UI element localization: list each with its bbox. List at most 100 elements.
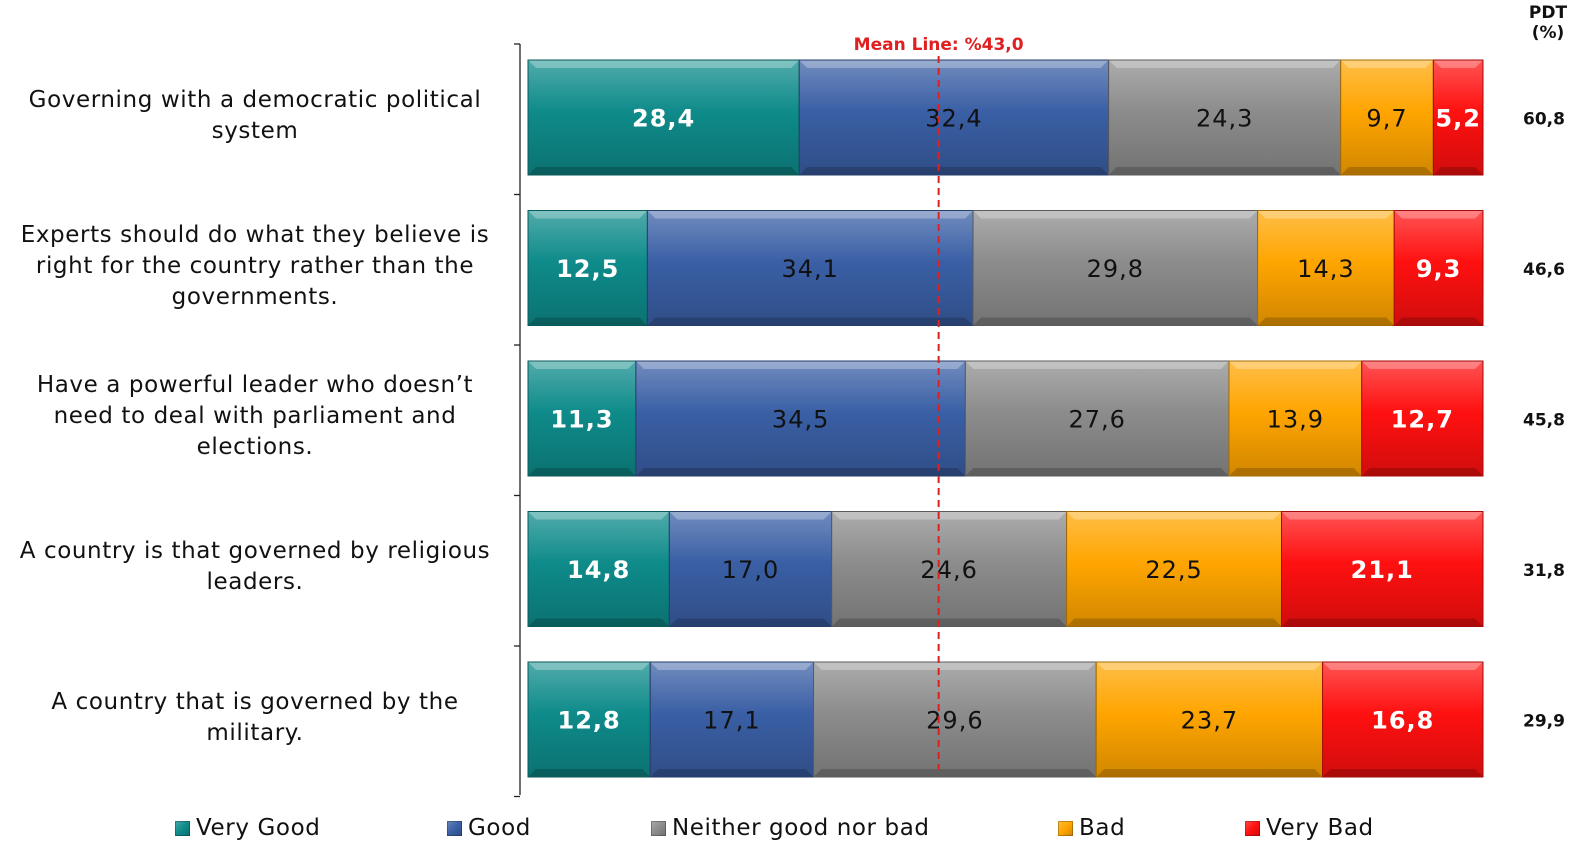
category-label-line: military. (206, 719, 304, 746)
data-label-very-bad: 16,8 (1371, 707, 1434, 735)
category-label-line: need to deal with parliament and (53, 403, 457, 429)
bar-bevel-bottom (1066, 618, 1282, 627)
bar-bevel-top (973, 210, 1258, 219)
bar-outline (1393, 210, 1484, 326)
pdt-value: 29,9 (1523, 712, 1565, 732)
bar-bevel-bottom (669, 618, 832, 627)
bar-very-bad (1361, 361, 1483, 476)
bar-outline (1432, 59, 1484, 176)
category-label-line: system (211, 117, 299, 144)
category-label-line: Have a powerful leader who doesn’t (36, 372, 474, 398)
bar-bevel-top (799, 60, 1109, 68)
category-label-line: A country that is governed by the (51, 688, 459, 715)
bar-bevel-top (965, 361, 1229, 369)
data-label-very-bad: 12,7 (1391, 406, 1454, 434)
legend-swatch (175, 820, 190, 836)
data-label-bad: 13,9 (1267, 406, 1324, 434)
bar-bevel-bottom (647, 317, 974, 326)
data-label-good: 32,4 (925, 105, 982, 133)
legend-item: Good (447, 815, 531, 841)
bar-bevel-bottom (965, 468, 1229, 476)
bar-bevel-top (528, 662, 651, 670)
bar-bevel-top (831, 511, 1067, 520)
bar-bevel-top (1433, 60, 1483, 68)
legend-item: Bad (1058, 815, 1125, 841)
bar-good (647, 210, 974, 326)
bar-neither-good-nor-bad (965, 361, 1229, 476)
bar-outline (1280, 511, 1484, 627)
bar-bevel-top (1228, 361, 1362, 369)
bar-neither-good-nor-bad (1108, 60, 1341, 175)
bar-bevel-bottom (831, 618, 1067, 627)
legend-swatch (1058, 820, 1073, 836)
pdt-value: 45,8 (1523, 411, 1565, 431)
legend: Very Good Good Neither good nor bad Bad Very… (0, 815, 1582, 845)
bar-neither-good-nor-bad (831, 511, 1067, 627)
bar-very-good (528, 361, 636, 476)
data-label-good: 17,0 (722, 556, 779, 584)
category-label-line: governments. (171, 283, 339, 310)
bar-bevel-bottom (528, 468, 636, 476)
bar-bevel-top (1281, 511, 1483, 520)
bar-bevel-top (635, 361, 966, 369)
data-label-neither-good-nor-bad: 29,6 (926, 707, 983, 735)
bar-bad (1340, 60, 1434, 175)
bar-bevel-bottom (1228, 468, 1362, 476)
bar-very-good (528, 60, 800, 175)
bar-bevel-bottom (1322, 769, 1483, 777)
data-label-very-good: 12,8 (558, 707, 621, 735)
bar-bevel-bottom (1096, 769, 1323, 777)
data-label-bad: 9,7 (1366, 105, 1407, 133)
bar-bevel-top (1108, 60, 1341, 68)
pdt-value: 31,8 (1523, 561, 1565, 581)
bar-neither-good-nor-bad (973, 210, 1258, 326)
data-label-very-good: 12,5 (556, 255, 619, 283)
bar-bevel-bottom (528, 317, 648, 326)
bar-bevel-bottom (1361, 468, 1483, 476)
bar-bevel-top (528, 511, 670, 520)
category-label: A country that is governed by the militar… (0, 687, 510, 749)
mean-line-label: Mean Line: %43,0 (854, 35, 1024, 55)
bar-bevel-bottom (1108, 167, 1341, 175)
bar-bevel-top (528, 60, 800, 68)
data-label-neither-good-nor-bad: 24,3 (1196, 105, 1253, 133)
category-label: Governing with a democratic political sys… (0, 85, 510, 147)
category-label-line: Experts should do what they believe is (20, 221, 490, 248)
bar-bevel-top (813, 662, 1097, 670)
bar-bevel-bottom (1394, 317, 1483, 326)
data-label-good: 34,5 (772, 406, 829, 434)
bar-bevel-bottom (1281, 618, 1483, 627)
bar-bad (1228, 361, 1362, 476)
category-label-line: right for the country rather than the (35, 252, 475, 279)
category-label-line: Governing with a democratic political (28, 86, 482, 113)
bar-bevel-top (1322, 662, 1483, 670)
legend-swatch (651, 820, 666, 836)
category-label: A country is that governed by religious l… (0, 536, 510, 598)
bar-very-bad (1322, 662, 1483, 777)
bar-outline (1361, 360, 1484, 477)
bar-very-bad (1394, 210, 1483, 326)
bar-bevel-bottom (1257, 317, 1395, 326)
legend-label: Very Bad (1266, 815, 1374, 841)
pdt-header: PDT (%) (1518, 3, 1578, 43)
bar-good (635, 361, 966, 476)
bar-very-good (528, 210, 648, 326)
data-label-bad: 23,7 (1181, 707, 1238, 735)
legend-item: Very Bad (1245, 815, 1374, 841)
data-label-very-bad: 9,3 (1416, 255, 1462, 283)
data-label-bad: 22,5 (1145, 556, 1202, 584)
legend-item: Neither good nor bad (651, 815, 930, 841)
pdt-value: 46,6 (1523, 260, 1565, 280)
pdt-value: 60,8 (1523, 110, 1565, 130)
bar-bevel-top (1096, 662, 1323, 670)
bar-bevel-bottom (528, 769, 651, 777)
legend-label: Neither good nor bad (672, 815, 930, 841)
bar-bad (1257, 210, 1395, 326)
legend-label: Good (468, 815, 531, 841)
bar-bevel-top (1340, 60, 1434, 68)
data-label-very-good: 14,8 (567, 556, 630, 584)
bar-bevel-bottom (650, 769, 814, 777)
bar-bad (1096, 662, 1323, 777)
bar-bevel-bottom (799, 167, 1109, 175)
